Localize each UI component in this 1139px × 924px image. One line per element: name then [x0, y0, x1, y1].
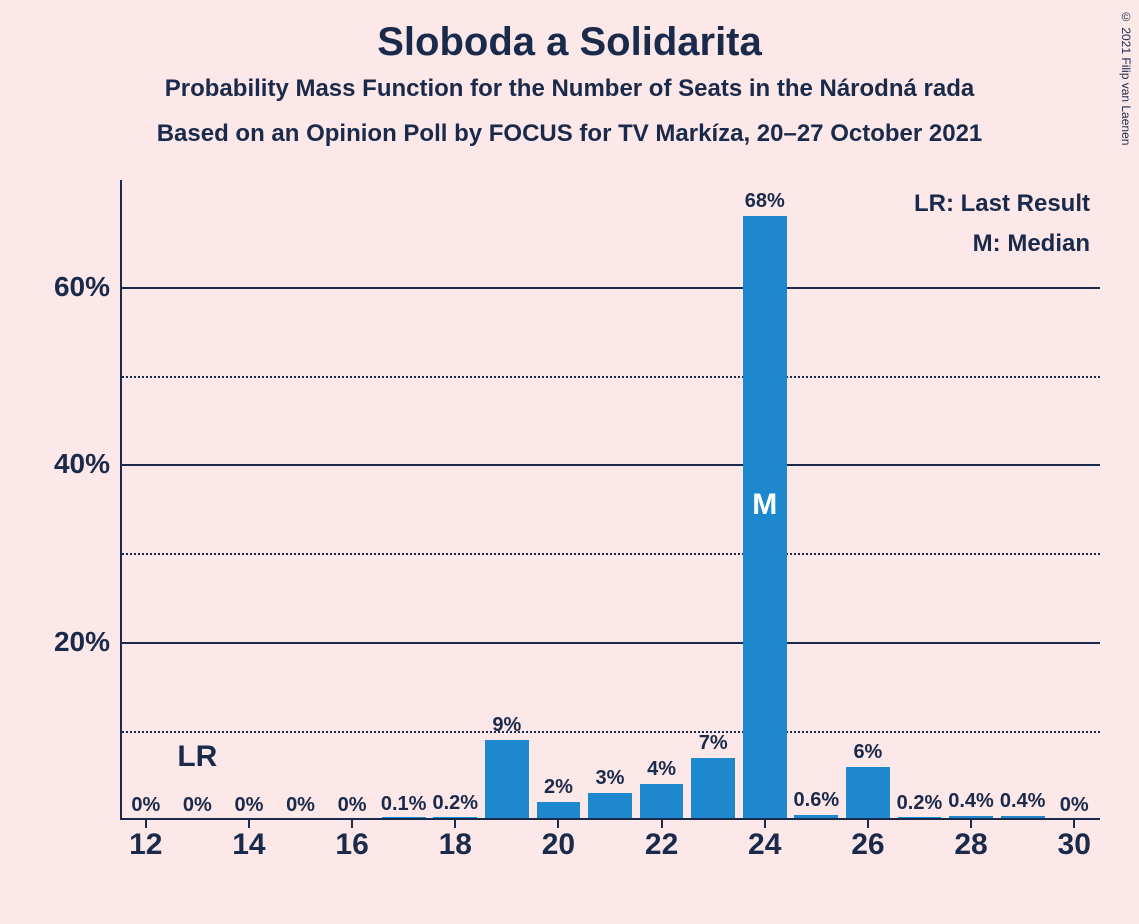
chart-subtitle-2: Based on an Opinion Poll by FOCUS for TV…: [0, 120, 1139, 148]
bar: [537, 802, 581, 818]
x-tick-mark: [764, 820, 766, 828]
x-tick-mark: [867, 820, 869, 828]
x-tick-mark: [970, 820, 972, 828]
legend-median: M: Median: [973, 230, 1090, 258]
gridline-minor: [122, 376, 1100, 378]
bar-value-label: 0.2%: [897, 792, 943, 815]
bar-value-label: 0.2%: [432, 792, 478, 815]
bar-value-label: 2%: [544, 776, 573, 799]
x-tick-mark: [351, 820, 353, 828]
chart-container: Sloboda a Solidarita Probability Mass Fu…: [0, 0, 1139, 924]
gridline-minor: [122, 553, 1100, 555]
x-tick-label: 26: [838, 828, 898, 862]
gridline-minor: [122, 731, 1100, 733]
bar-value-label: 0%: [338, 794, 367, 817]
gridline-major: [122, 464, 1100, 466]
x-tick-mark: [1073, 820, 1075, 828]
y-tick-label: 60%: [20, 271, 110, 303]
x-tick-mark: [145, 820, 147, 828]
copyright-text: © 2021 Filip van Laenen: [1119, 10, 1133, 145]
bar-value-label: 0%: [183, 794, 212, 817]
legend-lr: LR: Last Result: [914, 190, 1090, 218]
gridline-major: [122, 287, 1100, 289]
x-tick-mark: [661, 820, 663, 828]
bar-value-label: 7%: [699, 732, 728, 755]
bar: [898, 817, 942, 818]
bar: [1001, 816, 1045, 818]
x-tick-label: 22: [632, 828, 692, 862]
chart-subtitle-1: Probability Mass Function for the Number…: [0, 75, 1139, 103]
bar-value-label: 0.4%: [1000, 790, 1046, 813]
x-tick-label: 20: [528, 828, 588, 862]
bar-value-label: 0%: [286, 794, 315, 817]
bar: [433, 817, 477, 818]
bar: [691, 758, 735, 818]
bar: [794, 815, 838, 818]
x-axis-line: [120, 818, 1100, 820]
x-tick-mark: [248, 820, 250, 828]
bar-value-label: 3%: [596, 767, 625, 790]
bar-value-label: 0.4%: [948, 790, 994, 813]
bar-value-label: 68%: [745, 190, 785, 213]
bar: [485, 740, 529, 818]
x-tick-label: 28: [941, 828, 1001, 862]
plot-area: LR: Last Result M: Median 20%40%60%12141…: [120, 180, 1100, 820]
median-marker: M: [752, 488, 777, 522]
chart-title: Sloboda a Solidarita: [0, 20, 1139, 65]
lr-marker: LR: [177, 740, 217, 774]
bar: [588, 793, 632, 818]
x-tick-label: 30: [1044, 828, 1104, 862]
bar: [382, 817, 426, 818]
bar-value-label: 6%: [853, 741, 882, 764]
x-tick-mark: [557, 820, 559, 828]
bar-value-label: 0.1%: [381, 793, 427, 816]
bar-value-label: 0.6%: [794, 789, 840, 812]
x-tick-label: 16: [322, 828, 382, 862]
bar: [949, 816, 993, 818]
gridline-major: [122, 642, 1100, 644]
x-tick-label: 14: [219, 828, 279, 862]
x-tick-label: 12: [116, 828, 176, 862]
x-tick-label: 24: [735, 828, 795, 862]
bar-value-label: 0%: [1060, 794, 1089, 817]
bar: [846, 767, 890, 818]
bar: [640, 784, 684, 818]
bar-value-label: 0%: [131, 794, 160, 817]
bar-value-label: 9%: [492, 714, 521, 737]
y-tick-label: 20%: [20, 626, 110, 658]
y-axis-line: [120, 180, 122, 820]
bar-value-label: 4%: [647, 758, 676, 781]
bar-value-label: 0%: [234, 794, 263, 817]
x-tick-label: 18: [425, 828, 485, 862]
x-tick-mark: [454, 820, 456, 828]
y-tick-label: 40%: [20, 448, 110, 480]
